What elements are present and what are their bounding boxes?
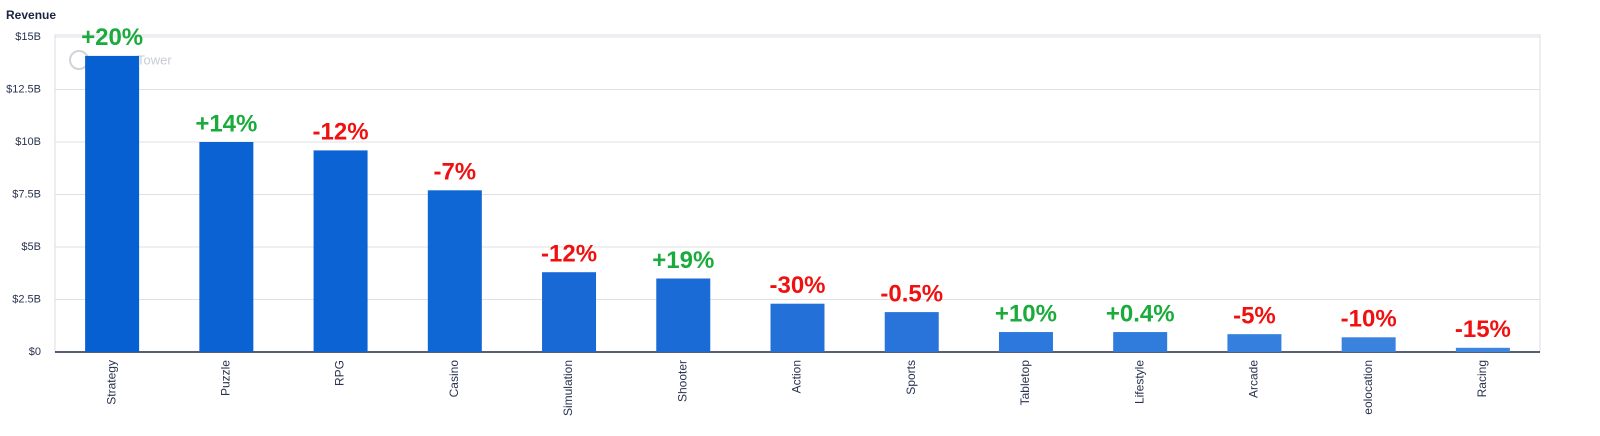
bar (85, 55, 140, 353)
x-tick-label: Sports (904, 360, 918, 395)
growth-label: -12% (541, 241, 597, 268)
bar (1113, 332, 1168, 352)
growth-label: +10% (995, 300, 1057, 327)
y-tick-label: $2.5B (12, 293, 41, 305)
y-tick-label: $12.5B (6, 83, 41, 95)
bar (656, 278, 711, 352)
y-tick-label: $15B (15, 31, 41, 43)
x-tick-label: Action (790, 360, 804, 393)
x-tick-label: Racing (1475, 360, 1489, 397)
growth-label: +19% (652, 247, 714, 274)
growth-label: -0.5% (880, 280, 943, 307)
bar (1341, 337, 1396, 352)
growth-label: +0.4% (1106, 300, 1175, 327)
x-tick-label: Lifestyle (1132, 360, 1146, 404)
bar (199, 142, 254, 352)
bar (313, 150, 368, 352)
x-tick-label: Shooter (675, 360, 689, 402)
y-tick-label: $5B (21, 241, 41, 253)
x-tick-label: Tabletop (1018, 360, 1032, 406)
x-tick-label: eolocation (1361, 360, 1375, 415)
bar (884, 312, 939, 352)
growth-label: -10% (1341, 306, 1397, 333)
x-tick-label: RPG (333, 360, 347, 386)
y-tick-label: $7.5B (12, 188, 41, 200)
x-tick-label: Casino (447, 360, 461, 398)
growth-label: -5% (1233, 302, 1276, 329)
bar (1455, 347, 1510, 352)
bar (427, 190, 482, 352)
bar (542, 272, 597, 352)
growth-label: +14% (195, 110, 257, 137)
growth-label: -15% (1455, 316, 1511, 343)
x-tick-label: Puzzle (219, 360, 233, 396)
watermark: Tower (137, 52, 172, 67)
bar (770, 303, 825, 352)
growth-label: -12% (313, 119, 369, 146)
growth-label: -7% (433, 159, 476, 186)
growth-label: -30% (769, 272, 825, 299)
y-tick-label: $10B (15, 136, 41, 148)
y-tick-label: $0 (29, 346, 41, 358)
bar (998, 332, 1053, 352)
growth-label: +20% (81, 24, 143, 51)
y-axis-title: Revenue (6, 8, 56, 22)
x-tick-label: Arcade (1247, 360, 1261, 398)
bar (1227, 334, 1282, 352)
x-tick-label: Strategy (104, 360, 118, 405)
x-tick-label: Simulation (561, 360, 575, 416)
